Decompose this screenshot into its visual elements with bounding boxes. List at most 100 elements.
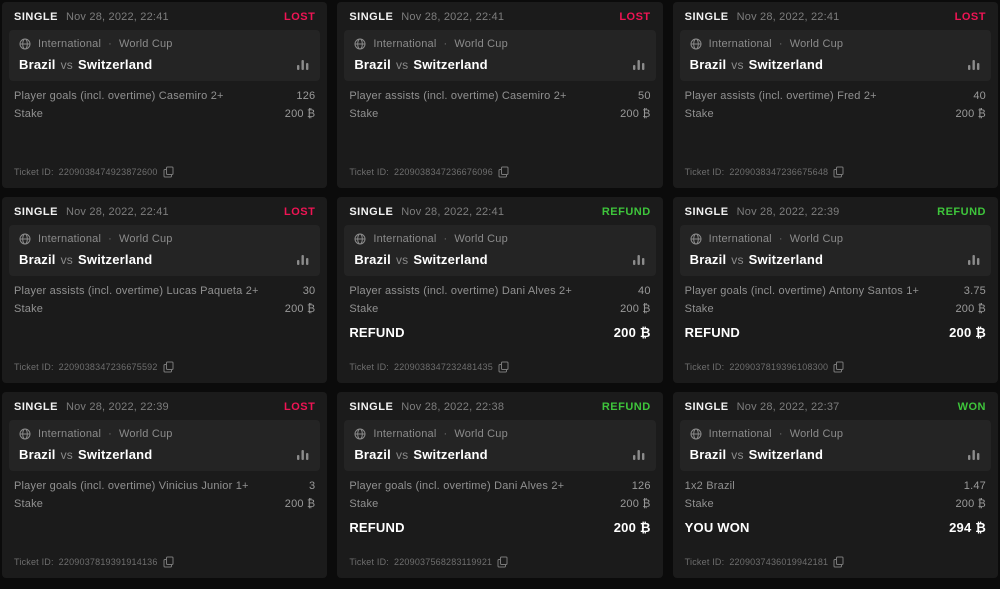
away-team: Switzerland: [748, 252, 824, 267]
bet-card: SINGLE Nov 28, 2022, 22:39 LOST Internat…: [2, 392, 328, 578]
result-value: 200 ₿: [613, 520, 651, 535]
copy-icon[interactable]: [833, 166, 844, 178]
home-team: Brazil: [689, 252, 727, 267]
bet-details: Player goals (incl. overtime) Dani Alves…: [337, 471, 662, 535]
bet-details: Player goals (incl. overtime) Antony San…: [673, 276, 998, 340]
status-badge: LOST: [619, 11, 651, 23]
ticket-id-prefix: Ticket ID:: [349, 167, 389, 177]
copy-icon[interactable]: [833, 361, 844, 373]
globe-icon: [19, 233, 31, 245]
stake-label: Stake: [14, 498, 44, 510]
match-stats-icon[interactable]: [632, 254, 646, 266]
card-header: SINGLE Nov 28, 2022, 22:39 LOST: [2, 392, 327, 420]
ticket-id-prefix: Ticket ID:: [14, 362, 54, 372]
bet-type-label: SINGLE: [684, 11, 729, 23]
bet-details: Player assists (incl. overtime) Fred 2+ …: [673, 81, 998, 120]
stake-value: 200 ₿: [620, 498, 651, 510]
status-badge: REFUND: [601, 206, 651, 218]
bet-details: Player goals (incl. overtime) Vinicius J…: [2, 471, 327, 510]
bet-selection-label: Player assists (incl. overtime) Casemiro…: [349, 90, 567, 102]
bet-selection-row: Player assists (incl. overtime) Dani Alv…: [349, 285, 650, 297]
ticket-id-prefix: Ticket ID:: [684, 362, 725, 372]
bet-odds: 3: [309, 480, 316, 492]
match-stats-icon[interactable]: [632, 59, 646, 71]
copy-icon[interactable]: [498, 166, 509, 178]
ticket-id: 2209037819391914136: [58, 557, 158, 567]
league-separator: ·: [443, 233, 448, 245]
league-separator: ·: [108, 428, 113, 440]
match-row: Brazil vs Switzerland: [690, 57, 981, 72]
away-team: Switzerland: [748, 57, 824, 72]
bet-type-label: SINGLE: [349, 11, 394, 23]
stake-row: Stake 200 ₿: [14, 498, 315, 510]
ticket-row: Ticket ID: 2209038347236676096: [337, 166, 662, 188]
league-region: International: [708, 428, 772, 440]
league-separator: ·: [778, 428, 783, 440]
match-stats-icon[interactable]: [296, 254, 310, 266]
status-badge: LOST: [283, 11, 316, 23]
copy-icon[interactable]: [163, 556, 174, 568]
card-header: SINGLE Nov 28, 2022, 22:41 LOST: [673, 2, 998, 30]
result-value: 200 ₿: [613, 325, 651, 340]
ticket-row: Ticket ID: 2209038347236675592: [2, 361, 327, 383]
copy-icon[interactable]: [833, 556, 844, 568]
league-row: International · World Cup: [19, 38, 310, 50]
match-stats-icon[interactable]: [296, 59, 310, 71]
league-name: World Cup: [789, 233, 844, 245]
stake-value: 200 ₿: [284, 498, 316, 510]
away-team: Switzerland: [413, 447, 488, 462]
copy-icon[interactable]: [497, 556, 508, 568]
ticket-id-prefix: Ticket ID:: [684, 167, 725, 177]
copy-icon[interactable]: [163, 361, 174, 373]
match-row: Brazil vs Switzerland: [19, 57, 310, 72]
status-badge: LOST: [954, 11, 986, 23]
match-stats-icon[interactable]: [967, 254, 981, 266]
status-badge: LOST: [283, 206, 316, 218]
away-team: Switzerland: [78, 57, 153, 72]
bet-date: Nov 28, 2022, 22:41: [65, 11, 169, 23]
match-panel: International · World Cup Brazil vs Swit…: [344, 420, 656, 471]
bet-card: SINGLE Nov 28, 2022, 22:38 REFUND Intern…: [337, 392, 663, 578]
bet-selection-label: Player goals (incl. overtime) Antony San…: [684, 285, 920, 297]
stake-row: Stake 200 ₿: [349, 498, 650, 510]
card-header: SINGLE Nov 28, 2022, 22:39 REFUND: [673, 197, 998, 225]
copy-icon[interactable]: [498, 361, 509, 373]
match-stats-icon[interactable]: [967, 449, 981, 461]
away-team: Switzerland: [413, 252, 488, 267]
league-name: World Cup: [454, 233, 508, 245]
card-header: SINGLE Nov 28, 2022, 22:41 LOST: [2, 197, 327, 225]
bet-odds: 3.75: [963, 285, 986, 297]
match-stats-icon[interactable]: [296, 449, 310, 461]
bet-odds: 126: [631, 480, 651, 492]
bet-odds: 30: [302, 285, 316, 297]
match-stats-icon[interactable]: [632, 449, 646, 461]
bet-odds: 126: [296, 90, 316, 102]
ticket-row: Ticket ID: 2209038347232481435: [337, 361, 662, 383]
ticket-id: 2209038474923872600: [58, 167, 158, 177]
match-row: Brazil vs Switzerland: [354, 252, 645, 267]
stake-value: 200 ₿: [955, 498, 986, 510]
bet-selection-row: Player goals (incl. overtime) Antony San…: [685, 285, 986, 297]
league-separator: ·: [108, 233, 113, 245]
league-separator: ·: [108, 38, 113, 50]
home-team: Brazil: [19, 447, 56, 462]
league-name: World Cup: [789, 428, 844, 440]
league-row: International · World Cup: [690, 428, 981, 440]
stake-value: 200 ₿: [955, 108, 986, 120]
copy-icon[interactable]: [163, 166, 174, 178]
card-header: SINGLE Nov 28, 2022, 22:37 WON: [673, 392, 998, 420]
bet-date: Nov 28, 2022, 22:41: [736, 11, 840, 23]
result-row: REFUND 200 ₿: [349, 325, 650, 340]
globe-icon: [354, 233, 366, 245]
ticket-row: Ticket ID: 2209037436019942181: [673, 556, 998, 578]
stake-value: 200 ₿: [955, 303, 986, 315]
bet-details: 1x2 Brazil 1.47 Stake 200 ₿ YOU WON 294 …: [673, 471, 998, 535]
stake-label: Stake: [349, 108, 379, 120]
bet-selection-label: Player assists (incl. overtime) Lucas Pa…: [14, 285, 259, 297]
bet-selection-row: Player goals (incl. overtime) Dani Alves…: [349, 480, 650, 492]
match-stats-icon[interactable]: [967, 59, 981, 71]
ticket-id: 2209038347236675592: [58, 362, 158, 372]
ticket-row: Ticket ID: 2209038347236675648: [673, 166, 998, 188]
ticket-row: Ticket ID: 2209037819396108300: [673, 361, 998, 383]
match-panel: International · World Cup Brazil vs Swit…: [9, 420, 321, 471]
